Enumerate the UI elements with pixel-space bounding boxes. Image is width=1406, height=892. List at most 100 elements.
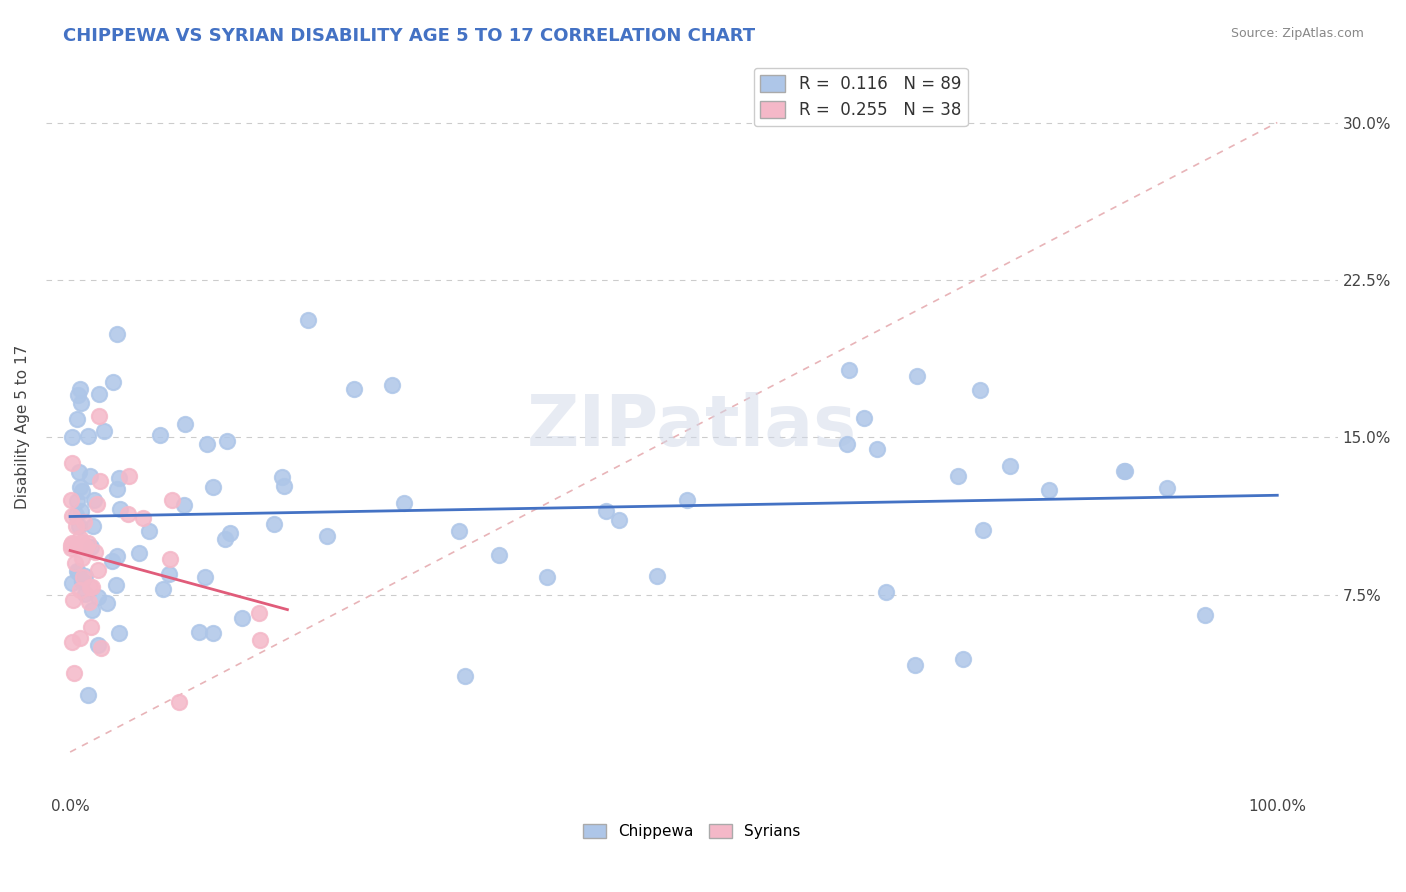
Point [972,523,994,537]
Point [70,534,93,549]
Point [110,502,132,516]
Point [59,541,82,556]
Point [454,669,477,683]
Point [75,569,97,583]
Point [128,546,150,560]
Point [60,492,83,507]
Point [72,574,94,588]
Point [87,564,110,578]
Point [80,602,103,616]
Point [70,574,93,588]
Point [853,411,876,425]
Point [69,480,91,494]
Point [80,580,103,594]
Point [609,513,631,527]
Point [1038,483,1060,497]
Point [69,383,91,397]
Point [86,590,108,604]
Point [60,456,83,470]
Point [60,430,83,444]
Point [108,626,131,640]
Point [905,368,928,383]
Point [645,569,668,583]
Point [381,377,404,392]
Text: CHIPPEWA VS SYRIAN DISABILITY AGE 5 TO 17 CORRELATION CHART: CHIPPEWA VS SYRIAN DISABILITY AGE 5 TO 1… [63,27,755,45]
Point [60,538,83,552]
Point [77,688,100,702]
Point [392,496,415,510]
Point [173,498,195,512]
Point [1114,464,1136,478]
Point [62,509,84,524]
Point [86,497,108,511]
Point [73,515,96,529]
Point [66,566,89,580]
Point [105,327,128,342]
Point [60,634,83,648]
Point [66,493,89,508]
Point [118,468,141,483]
Point [157,566,180,581]
Point [969,383,991,397]
Point [1156,481,1178,495]
Point [67,465,90,479]
Point [117,507,139,521]
Point [70,550,93,565]
Point [69,631,91,645]
Point [77,536,100,550]
Point [60,536,83,550]
Point [66,412,89,426]
Point [80,541,103,555]
Point [173,417,195,432]
Point [160,493,183,508]
Point [835,436,858,450]
Text: ZIPatlas: ZIPatlas [527,392,856,461]
Point [69,396,91,410]
Point [69,504,91,518]
Point [149,428,172,442]
Point [105,549,128,563]
Point [217,434,239,448]
Point [93,424,115,438]
Point [194,570,217,584]
Point [195,437,218,451]
Y-axis label: Disability Age 5 to 17: Disability Age 5 to 17 [15,344,30,509]
Point [62,593,84,607]
Point [201,480,224,494]
Point [70,484,93,499]
Point [107,482,129,496]
Point [595,504,617,518]
Point [866,442,889,457]
Point [63,665,86,680]
Point [96,596,118,610]
Point [80,620,103,634]
Point [449,524,471,538]
Point [218,526,240,541]
Point [69,583,91,598]
Point [89,474,111,488]
Point [488,548,510,562]
Point [79,594,101,608]
Point [159,551,181,566]
Point [103,375,125,389]
Point [214,533,236,547]
Point [83,545,105,559]
Point [69,531,91,545]
Point [60,575,83,590]
Point [152,582,174,596]
Point [65,518,87,533]
Point [167,695,190,709]
Point [63,556,86,570]
Point [904,658,927,673]
Point [838,362,860,376]
Point [231,611,253,625]
Point [66,564,89,578]
Point [998,458,1021,473]
Point [1114,464,1136,478]
Text: Source: ZipAtlas.com: Source: ZipAtlas.com [1230,27,1364,40]
Point [90,640,112,655]
Point [77,429,100,443]
Point [247,606,270,620]
Point [1194,607,1216,622]
Point [273,478,295,492]
